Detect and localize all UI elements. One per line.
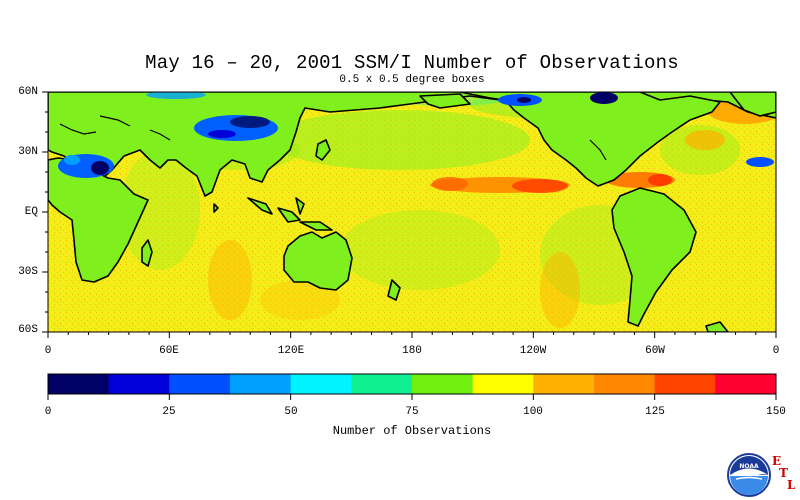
colorbar-label-150: 150 [766, 406, 786, 418]
colorbar-label-50: 50 [284, 406, 298, 418]
lon-label-60w: 60W [645, 345, 665, 357]
noaa-etl-logo: NOAA E T L [724, 452, 796, 498]
map-ticks [42, 91, 777, 338]
colorbar-label-100: 100 [523, 406, 543, 418]
colorbar-swatch-4 [290, 374, 352, 394]
lat-label-eq: EQ [24, 206, 38, 218]
colorbar-swatch-0 [48, 374, 110, 394]
lon-label-0-east: 0 [772, 345, 780, 357]
lat-label-30s: 30S [18, 266, 38, 278]
colorbar-swatch-8 [533, 374, 595, 394]
noaa-text: NOAA [739, 463, 759, 470]
colorbar-swatch-6 [412, 374, 474, 394]
indonesia-landmass [247, 197, 333, 231]
lat-label-30n: 30N [18, 146, 38, 158]
madagascar-landmass [141, 239, 153, 267]
colorbar-swatch-11 [715, 374, 777, 394]
chart-title: May 16 – 20, 2001 SSM/I Number of Observ… [145, 52, 679, 74]
colorbar-swatch-1 [108, 374, 170, 394]
noaa-emblem-icon: NOAA [727, 453, 771, 497]
logo-letter-t: T [779, 466, 788, 480]
colorbar-label-0: 0 [44, 406, 52, 418]
chart-subtitle: 0.5 x 0.5 degree boxes [339, 74, 485, 86]
colorbar-swatch-5 [351, 374, 413, 394]
greenland-landmass [729, 92, 776, 117]
colorbar-label-25: 25 [162, 406, 176, 418]
colorbar-swatch-9 [594, 374, 656, 394]
colorbar-label-125: 125 [645, 406, 665, 418]
lat-label-60n: 60N [18, 86, 38, 98]
alaska-landmass [419, 93, 471, 109]
colorbar-swatch-7 [472, 374, 534, 394]
logo-letter-l: L [787, 478, 796, 492]
lon-label-120e: 120E [277, 345, 305, 357]
new-zealand-landmass [387, 279, 401, 301]
colorbar-swatch-3 [230, 374, 292, 394]
colorbar [47, 373, 777, 400]
lat-label-60s: 60S [18, 324, 38, 336]
logo-letter-e: E [772, 454, 782, 468]
ocean-coastlines [59, 115, 607, 161]
antarctic-peninsula-landmass [705, 321, 729, 332]
colorbar-swatch-2 [169, 374, 231, 394]
low-observation-areas [58, 92, 774, 178]
lon-label-180: 180 [402, 345, 422, 357]
colorbar-swatches [48, 374, 777, 394]
colorbar-label-75: 75 [405, 406, 419, 418]
sri-lanka-landmass [213, 203, 219, 213]
lon-label-60e: 60E [159, 345, 179, 357]
japan-landmass [315, 139, 331, 161]
north-america-landmass [459, 92, 721, 187]
colorbar-ticks [47, 394, 777, 400]
colorbar-title: Number of Observations [332, 424, 492, 438]
lon-label-120w: 120W [519, 345, 547, 357]
south-america-landmass [611, 187, 697, 327]
australia-landmass [283, 231, 353, 291]
colorbar-swatch-10 [654, 374, 716, 394]
map-field [48, 92, 776, 332]
lon-label-0: 0 [44, 345, 52, 357]
